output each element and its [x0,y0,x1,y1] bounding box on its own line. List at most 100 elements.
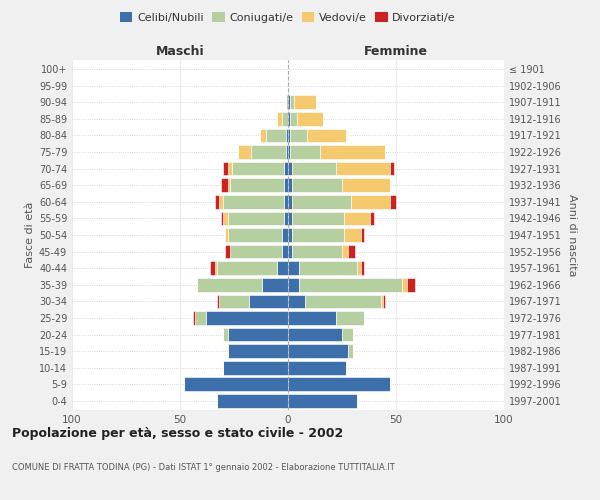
Legend: Celibi/Nubili, Coniugati/e, Vedovi/e, Divorziati/e: Celibi/Nubili, Coniugati/e, Vedovi/e, Di… [116,8,460,28]
Bar [290,146,320,159]
Bar [335,162,389,175]
Bar [357,262,361,275]
Bar [288,262,299,275]
Bar [288,278,299,291]
Bar [288,361,346,374]
Bar [292,195,350,208]
Bar [389,195,396,208]
Bar [284,212,288,225]
Bar [262,278,288,291]
Bar [290,96,295,109]
Bar [266,128,286,142]
Bar [342,178,389,192]
Bar [361,262,364,275]
Bar [288,112,290,126]
Bar [193,311,195,324]
Bar [288,328,342,342]
Bar [288,195,292,208]
Bar [284,195,288,208]
Bar [184,378,288,391]
Bar [292,245,342,258]
Bar [288,162,292,175]
Bar [197,278,262,291]
Bar [260,128,266,142]
Bar [288,311,335,324]
Bar [195,311,206,324]
Bar [299,262,357,275]
Bar [223,195,284,208]
Bar [286,146,288,159]
Bar [227,178,230,192]
Bar [403,278,407,291]
Text: COMUNE DI FRATTA TODINA (PG) - Dati ISTAT 1° gennaio 2002 - Elaborazione TUTTITA: COMUNE DI FRATTA TODINA (PG) - Dati ISTA… [12,462,395,471]
Bar [286,96,288,109]
Bar [210,262,215,275]
Bar [292,178,342,192]
Bar [342,245,349,258]
Bar [226,228,227,242]
Bar [215,195,219,208]
Bar [226,245,230,258]
Bar [238,146,251,159]
Bar [286,128,288,142]
Bar [349,344,353,358]
Bar [370,212,374,225]
Bar [335,311,364,324]
Bar [227,328,288,342]
Y-axis label: Fasce di età: Fasce di età [25,202,35,268]
Bar [251,146,286,159]
Text: Femmine: Femmine [364,44,428,58]
Bar [219,294,249,308]
Bar [230,245,281,258]
Bar [288,378,389,391]
Bar [232,162,284,175]
Bar [217,394,288,407]
Bar [215,262,217,275]
Bar [342,328,353,342]
Bar [217,262,277,275]
Bar [223,162,227,175]
Bar [299,278,403,291]
Bar [227,344,288,358]
Bar [221,212,223,225]
Bar [307,128,346,142]
Bar [288,394,357,407]
Bar [288,228,292,242]
Bar [288,96,290,109]
Bar [350,195,389,208]
Bar [277,112,281,126]
Bar [361,228,364,242]
Bar [292,228,344,242]
Bar [249,294,288,308]
Bar [221,178,227,192]
Bar [277,262,288,275]
Bar [288,128,290,142]
Text: Maschi: Maschi [155,44,205,58]
Bar [344,228,361,242]
Bar [227,228,281,242]
Bar [284,162,288,175]
Bar [288,212,292,225]
Bar [284,178,288,192]
Bar [381,294,383,308]
Bar [281,112,288,126]
Bar [219,195,223,208]
Bar [288,344,349,358]
Bar [223,361,288,374]
Bar [344,212,370,225]
Bar [292,212,344,225]
Bar [296,112,323,126]
Bar [295,96,316,109]
Bar [206,311,288,324]
Bar [407,278,415,291]
Bar [227,212,284,225]
Bar [290,112,296,126]
Bar [320,146,385,159]
Bar [227,162,232,175]
Bar [223,328,227,342]
Bar [305,294,381,308]
Bar [288,146,290,159]
Bar [223,212,227,225]
Bar [281,228,288,242]
Bar [349,245,355,258]
